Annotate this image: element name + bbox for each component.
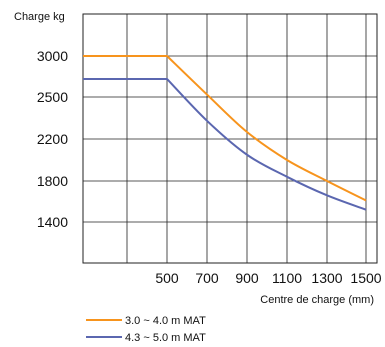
y-tick-label: 2200 xyxy=(37,131,68,147)
series-line-1 xyxy=(83,55,367,202)
y-axis-label: Charge kg xyxy=(14,11,65,23)
x-tick-label: 1100 xyxy=(272,270,302,286)
legend-label: 4.3 ~ 5.0 m MAT xyxy=(125,332,206,344)
y-tick-label: 2500 xyxy=(37,89,68,105)
x-tick-label: 1300 xyxy=(311,270,342,286)
x-tick-label: 500 xyxy=(155,270,179,286)
y-tick-label: 1800 xyxy=(37,173,68,189)
series-line-2 xyxy=(83,77,367,211)
x-tick-label: 900 xyxy=(235,270,259,286)
legend-entry: 3.0 ~ 4.0 m MAT xyxy=(86,315,206,327)
y-tick-label: 1400 xyxy=(37,214,68,230)
legend-entry: 4.3 ~ 5.0 m MAT xyxy=(86,332,206,344)
x-axis-label: Centre de charge (mm) xyxy=(260,294,374,306)
plot-frame xyxy=(82,13,378,264)
grid xyxy=(82,13,378,264)
y-tick-labels: 3000 2500 2200 1800 1400 xyxy=(37,48,68,230)
y-tick-label: 3000 xyxy=(37,48,68,64)
x-tick-label: 1500 xyxy=(350,270,381,286)
legend: 3.0 ~ 4.0 m MAT 4.3 ~ 5.0 m MAT xyxy=(86,315,206,344)
x-tick-labels: 500 700 900 1100 1300 1500 xyxy=(155,270,381,286)
x-tick-label: 700 xyxy=(195,270,219,286)
legend-label: 3.0 ~ 4.0 m MAT xyxy=(125,315,206,327)
series-lines xyxy=(83,55,367,211)
